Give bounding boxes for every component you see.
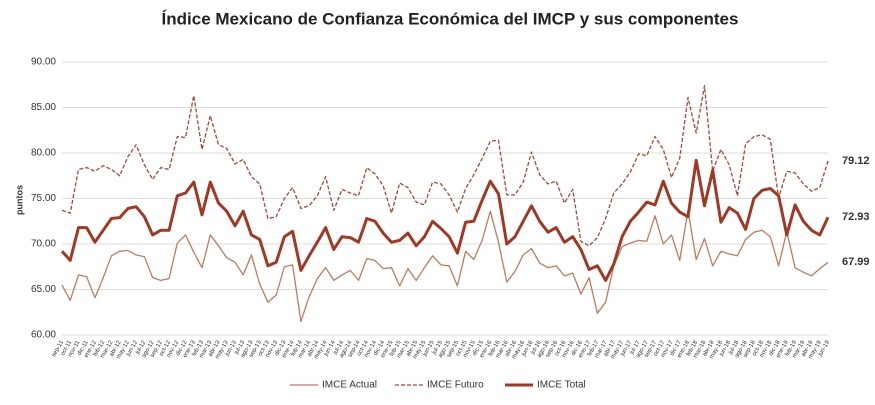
series-line bbox=[60, 158, 830, 282]
y-tick-label: 60.00 bbox=[31, 330, 56, 341]
chart-title: Índice Mexicano de Confianza Económica d… bbox=[162, 9, 739, 28]
series-line bbox=[61, 209, 829, 323]
y-tick-label: 90.00 bbox=[31, 57, 56, 68]
end-value-label: 67.99 bbox=[842, 256, 870, 268]
y-axis-label: puntos bbox=[14, 185, 24, 215]
y-tick-label: 85.00 bbox=[31, 102, 56, 113]
y-tick-label: 70.00 bbox=[31, 239, 56, 250]
end-value-label: 72.93 bbox=[842, 211, 870, 223]
y-tick-label: 80.00 bbox=[31, 148, 56, 159]
legend-label: IMCE Actual bbox=[322, 380, 377, 391]
legend-label: IMCE Total bbox=[537, 380, 586, 391]
series-line bbox=[61, 85, 829, 247]
y-tick-label: 65.00 bbox=[31, 284, 56, 295]
legend-label: IMCE Futuro bbox=[427, 380, 484, 391]
y-tick-label: 75.00 bbox=[31, 193, 56, 204]
end-value-label: 79.12 bbox=[842, 155, 870, 167]
